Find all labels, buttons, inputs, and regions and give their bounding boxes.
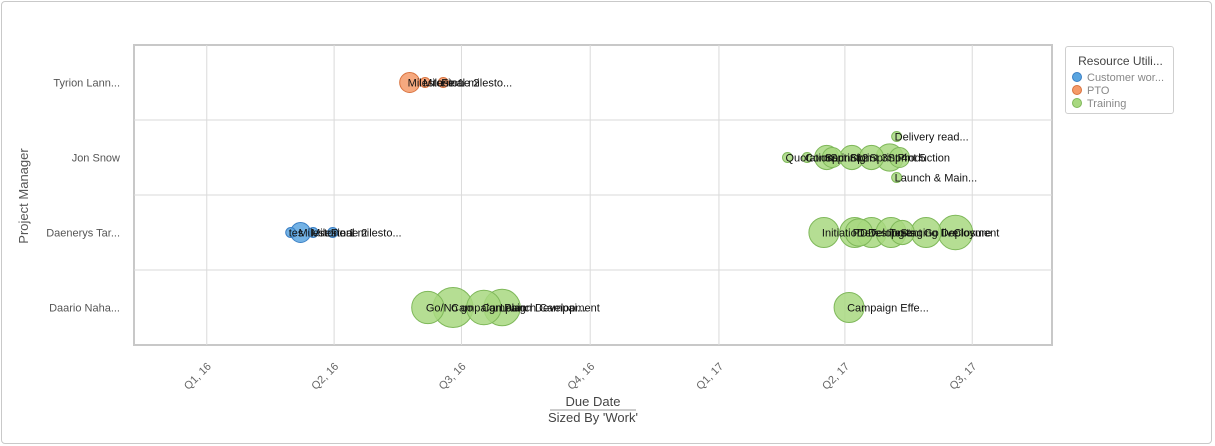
bubble-campaign-effe[interactable]: [833, 292, 865, 323]
legend-swatch-icon: [1072, 98, 1082, 108]
bubble-label: Go live: [924, 228, 958, 240]
y-tick-label: Tyrion Lann...: [53, 78, 120, 90]
legend-label: Customer wor...: [1087, 72, 1165, 84]
legend: Resource Utili... Customer wor... PTO Trai…: [1065, 46, 1174, 114]
bubble-final-milesto[interactable]: [437, 77, 449, 88]
y-axis-title: Project Manager: [16, 148, 31, 244]
bubble-go-no-go[interactable]: [411, 290, 445, 325]
bubble-contract-sign[interactable]: [801, 152, 813, 163]
bubble-campaign-development[interactable]: [466, 289, 502, 326]
bubble-label: Sprint 4: [869, 153, 907, 165]
bubble-milestone-2[interactable]: [419, 77, 431, 88]
bubble-label: Launch & Main...: [895, 173, 978, 185]
bubble-label: Production: [897, 153, 950, 165]
bubble-label: Closure: [953, 228, 991, 240]
bubble-label: Quotation: [786, 153, 834, 165]
legend-title: Resource Utili...: [1078, 54, 1163, 68]
x-tick-label: Q4, 16: [565, 361, 597, 393]
bubble-tes[interactable]: [285, 227, 297, 238]
bubble-label: Staging Deployment: [900, 228, 999, 240]
bubble-label: Launch Campai...: [500, 303, 586, 315]
bubble-label: Milestone 1: [408, 78, 464, 90]
bubble-label: Final milesto...: [331, 228, 402, 240]
bubble-label: tes: [289, 228, 304, 240]
x-tick-label: Q2, 16: [309, 361, 341, 393]
bubble-final-milesto[interactable]: [327, 227, 339, 238]
x-tick-label: Q1, 17: [694, 361, 726, 393]
bubble-milestone-2[interactable]: [307, 227, 319, 238]
y-tick-label: Daario Naha...: [49, 303, 120, 315]
x-axis-title: Due Date: [566, 394, 621, 409]
legend-item-pto[interactable]: PTO: [1072, 85, 1109, 98]
bubble-initiation[interactable]: [808, 217, 840, 248]
x-axis-subtitle: Sized By 'Work': [548, 410, 638, 425]
bubble-label: Initiation: [822, 228, 863, 240]
bubble-label: Campaign Effe...: [847, 303, 929, 315]
bubble-label: Campaign Development: [482, 303, 600, 315]
bubble-label: Campaign Plan: [451, 303, 526, 315]
bubble-label: Tests: [889, 228, 915, 240]
bubble-label: Delivery read...: [895, 132, 969, 144]
bubble-delivery-read[interactable]: [891, 131, 903, 142]
bubble-label: Development: [857, 228, 922, 240]
bubble-sprint-4[interactable]: [858, 144, 885, 171]
bubble-label: Go/No go: [426, 303, 473, 315]
legend-item-customer-wor[interactable]: Customer wor...: [1072, 72, 1164, 85]
bubble-label: Sprint 1: [825, 153, 863, 165]
legend-swatch-icon: [1072, 85, 1082, 95]
bubble-label: Contract Sign: [805, 153, 872, 165]
bubble-label: Milestone 2: [423, 78, 479, 90]
bubble-label: PDD: [853, 228, 876, 240]
bubble-sprint-2[interactable]: [821, 147, 843, 168]
bubble-staging-deployment[interactable]: [889, 219, 915, 246]
bubble-label: Milestone 2: [311, 228, 367, 240]
grid: [133, 44, 1053, 346]
bubble-label: Final milesto...: [441, 78, 512, 90]
legend-swatch-icon: [1072, 72, 1082, 82]
bubble-production[interactable]: [888, 147, 910, 168]
x-tick-label: Q1, 16: [182, 361, 214, 393]
x-tick-label: Q3, 17: [948, 361, 980, 393]
bubble-label: Sprint 5: [888, 153, 926, 165]
bubbles: [285, 72, 974, 328]
bubble-label: Sprint 3: [850, 153, 888, 165]
bubble-quotation[interactable]: [782, 152, 794, 163]
bubble-label: Sprint 2: [830, 153, 868, 165]
bubble-launch-main[interactable]: [891, 172, 903, 183]
x-tick-label: Q2, 17: [820, 361, 852, 393]
legend-label: PTO: [1087, 85, 1110, 97]
bubble-development[interactable]: [844, 218, 874, 247]
bubble-label: Milestone 1: [299, 228, 355, 240]
legend-label: Training: [1087, 98, 1127, 110]
y-tick-label: Daenerys Tar...: [46, 228, 120, 240]
bubble-label: Testing: [869, 228, 904, 240]
x-tick-label: Q3, 16: [437, 361, 469, 393]
legend-item-training[interactable]: Training: [1072, 98, 1126, 111]
y-tick-label: Jon Snow: [72, 153, 120, 165]
